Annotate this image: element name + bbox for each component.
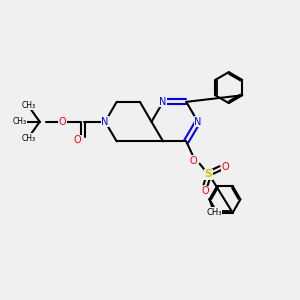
Text: O: O <box>202 186 209 196</box>
Text: O: O <box>74 135 81 145</box>
Text: CH₃: CH₃ <box>21 101 35 110</box>
Text: CH₃: CH₃ <box>206 208 222 217</box>
Text: N: N <box>101 117 109 127</box>
Text: CH₃: CH₃ <box>13 117 27 126</box>
Text: N: N <box>159 97 167 107</box>
Text: S: S <box>205 169 213 179</box>
Text: O: O <box>190 156 197 166</box>
Text: CH₃: CH₃ <box>21 134 35 142</box>
Text: O: O <box>58 117 66 127</box>
Text: N: N <box>194 117 202 127</box>
Text: O: O <box>222 162 229 172</box>
